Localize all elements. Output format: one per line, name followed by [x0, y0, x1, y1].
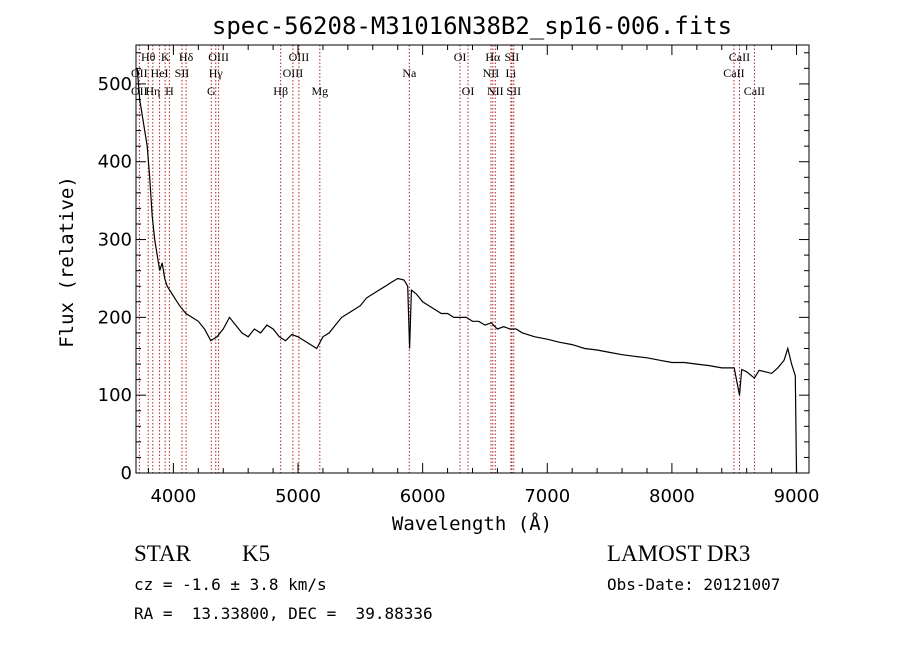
line-label: H	[165, 84, 174, 98]
line-label: G	[207, 84, 216, 98]
line-label: SII	[506, 84, 521, 98]
line-label: Hδ	[179, 50, 194, 64]
line-label: K	[161, 50, 170, 64]
line-label: Hβ	[273, 84, 288, 98]
spectral-line-markers	[138, 45, 755, 473]
coordinates: RA = 13.33800, DEC = 39.88336	[134, 604, 433, 623]
line-label: SII	[505, 50, 520, 64]
redshift-cz: cz = -1.6 ± 3.8 km/s	[134, 575, 327, 594]
survey-name: LAMOST DR3	[607, 541, 750, 566]
line-label: SII	[175, 66, 190, 80]
object-class: STAR	[134, 541, 192, 566]
y-tick-label: 100	[98, 385, 132, 406]
line-label: NII	[483, 66, 500, 80]
y-tick-label: 500	[98, 74, 132, 95]
line-label: OI	[454, 50, 467, 64]
line-label: OII	[131, 66, 148, 80]
x-tick-label: 6000	[400, 486, 446, 507]
y-axis-label: Flux (relative)	[56, 176, 78, 348]
chart-title: spec-56208-M31016N38B2_sp16-006.fits	[212, 12, 732, 40]
y-tick-label: 200	[98, 307, 132, 328]
line-label: CaII	[723, 66, 744, 80]
line-label: Hθ	[141, 50, 156, 64]
y-tick-label: 300	[98, 230, 132, 251]
line-label: CaII	[744, 84, 765, 98]
x-tick-label: 8000	[649, 486, 695, 507]
line-label: OIII	[283, 66, 304, 80]
line-label: NII	[487, 84, 504, 98]
line-label: Mg	[311, 84, 328, 98]
line-label: OI	[462, 84, 475, 98]
x-tick-label: 5000	[275, 486, 321, 507]
line-label: Hη	[145, 84, 160, 98]
line-label: Na	[402, 66, 417, 80]
object-subclass: K5	[242, 541, 270, 566]
x-tick-label: 7000	[524, 486, 570, 507]
line-label: Hα	[485, 50, 501, 64]
x-axis-label: Wavelength (Å)	[392, 512, 552, 535]
x-tick-label: 4000	[150, 486, 196, 507]
line-label: CaII	[729, 50, 750, 64]
y-tick-label: 400	[98, 152, 132, 173]
line-label: Li	[506, 66, 517, 80]
spectrum-series	[136, 68, 798, 474]
line-label: OIII	[289, 50, 310, 64]
y-axis: 0 100 200 300 400 500	[98, 52, 809, 484]
spectrum-line	[136, 68, 798, 474]
x-axis: 4000 5000 6000 7000 8000 9000	[147, 45, 820, 507]
x-tick-label: 9000	[774, 486, 820, 507]
plot-frame	[135, 44, 810, 474]
y-tick-label: 0	[121, 463, 132, 484]
line-label: HeI	[151, 66, 169, 80]
obs-date: Obs-Date: 20121007	[607, 575, 780, 594]
line-label: OIII	[208, 50, 229, 64]
line-label: Hγ	[209, 66, 224, 80]
